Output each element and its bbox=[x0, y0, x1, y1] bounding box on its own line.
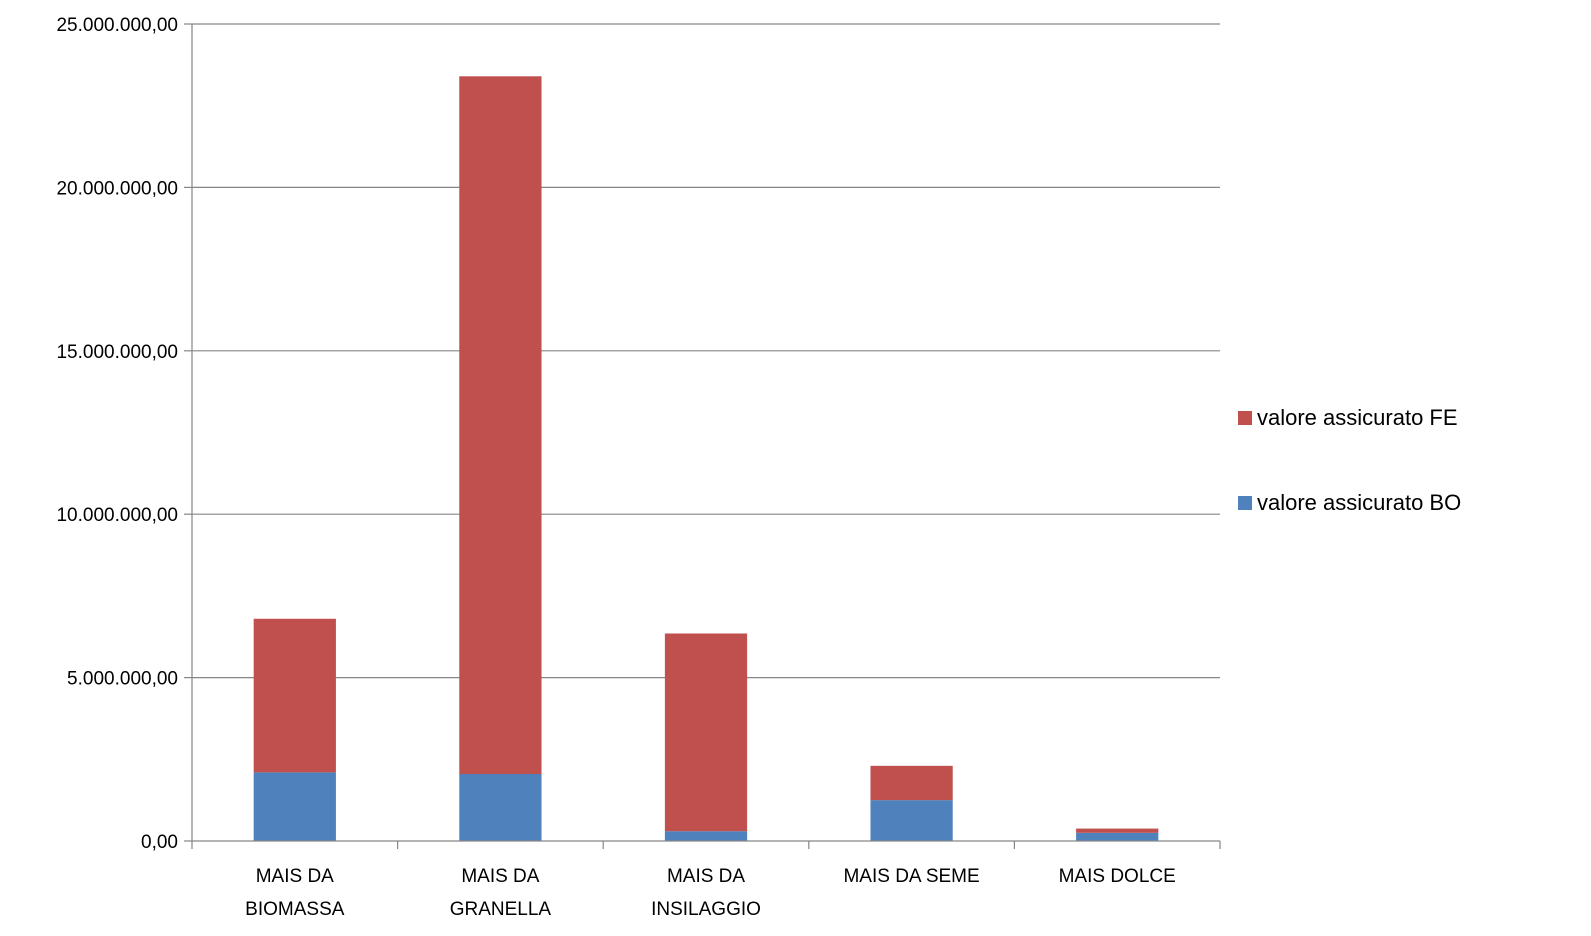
legend-label: valore assicurato BO bbox=[1257, 490, 1461, 515]
bar-segment-fe bbox=[870, 765, 953, 801]
y-tick-label: 5.000.000,00 bbox=[67, 669, 178, 690]
legend-swatch bbox=[1238, 411, 1252, 425]
y-tick-labels: 0,00 5.000.000,00 10.000.000,00 15.000.000,… bbox=[56, 15, 178, 853]
x-category-label: MAIS DA GRANELLA bbox=[450, 866, 552, 920]
x-category-label: MAIS DA INSILAGGIO bbox=[651, 866, 761, 920]
bar-segment-bo bbox=[664, 831, 748, 841]
y-tick-label: 25.000.000,00 bbox=[56, 15, 178, 36]
bar-segment-fe bbox=[253, 618, 336, 773]
bar-segment-bo bbox=[870, 800, 953, 841]
legend-label: valore assicurato FE bbox=[1257, 405, 1458, 430]
bar-segment-bo bbox=[253, 772, 336, 841]
x-category-label: MAIS DOLCE bbox=[1059, 866, 1176, 887]
bar-segment-fe bbox=[664, 633, 748, 832]
x-category-labels: MAIS DA BIOMASSA MAIS DA GRANELLA MAIS DA INS… bbox=[245, 866, 1176, 920]
bar-segment-fe bbox=[1076, 828, 1159, 833]
y-tick-label: 10.000.000,00 bbox=[56, 505, 178, 526]
bar-segment-bo bbox=[1076, 832, 1159, 841]
y-tick-label: 0,00 bbox=[141, 832, 178, 853]
y-tick-label: 20.000.000,00 bbox=[56, 178, 178, 199]
bar-segment-fe bbox=[459, 76, 542, 775]
axes bbox=[184, 23, 1221, 849]
x-category-label: MAIS DA SEME bbox=[843, 866, 979, 887]
gridlines bbox=[192, 23, 1220, 679]
legend-swatch bbox=[1238, 496, 1252, 510]
bars bbox=[253, 76, 1159, 841]
bar-segment-bo bbox=[459, 774, 542, 841]
x-category-label: MAIS DA BIOMASSA bbox=[245, 866, 345, 920]
y-tick-label: 15.000.000,00 bbox=[56, 342, 178, 363]
legend: valore assicurato FE valore assicurato BO bbox=[1238, 405, 1461, 515]
